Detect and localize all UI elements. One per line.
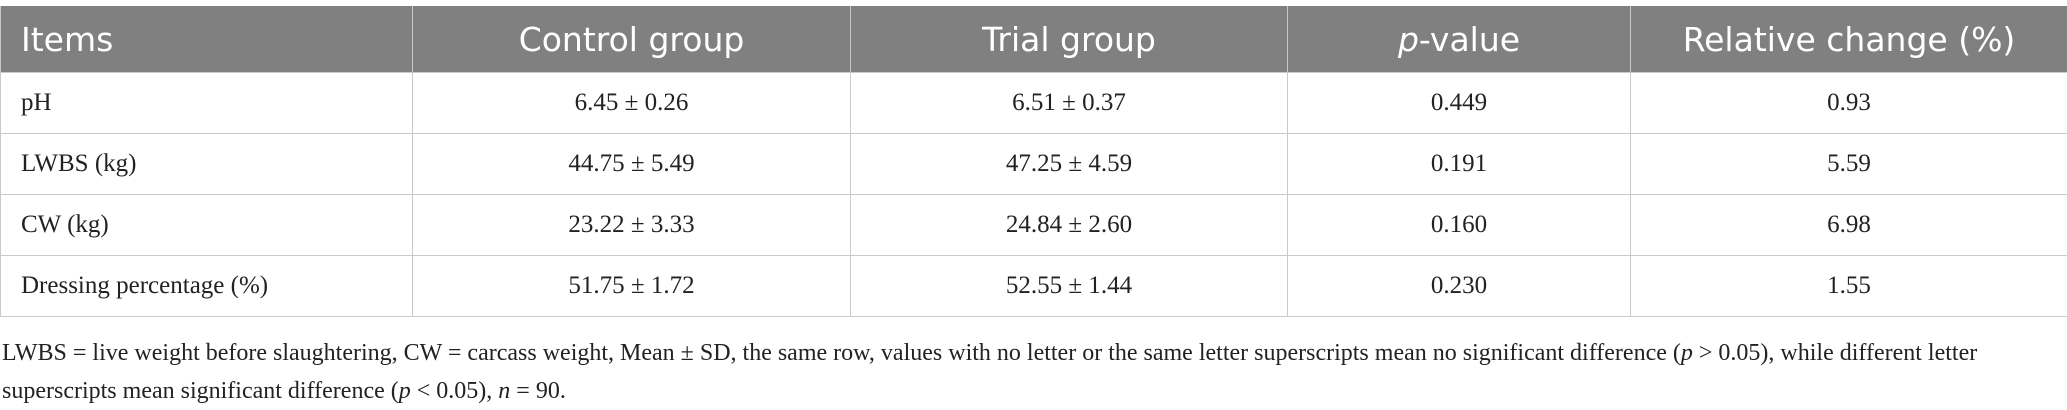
footnote-part: n	[498, 378, 510, 404]
cell: 24.84 ± 2.60	[851, 195, 1288, 256]
column-header: Relative change (%)	[1631, 6, 2067, 73]
column-header: Control group	[413, 6, 851, 73]
cell: 6.51 ± 0.37	[851, 73, 1288, 134]
cell: 51.75 ± 1.72	[413, 256, 851, 317]
cell: 6.45 ± 0.26	[413, 73, 851, 134]
row-label: pH	[1, 73, 413, 134]
cell: 44.75 ± 5.49	[413, 134, 851, 195]
footnote-part: p	[1681, 340, 1693, 366]
column-header: p-value	[1288, 6, 1631, 73]
footnote: LWBS = live weight before slaughtering, …	[2, 334, 2052, 410]
row-label: Dressing percentage (%)	[1, 256, 413, 317]
footnote-part: < 0.05),	[411, 378, 499, 404]
cell: 0.93	[1631, 73, 2067, 134]
column-header: Items	[1, 6, 413, 73]
header-part: -value	[1419, 20, 1520, 59]
column-header: Trial group	[851, 6, 1288, 73]
cell: 1.55	[1631, 256, 2067, 317]
row-label: LWBS (kg)	[1, 134, 413, 195]
cell: 0.230	[1288, 256, 1631, 317]
cell: 0.160	[1288, 195, 1631, 256]
cell: 6.98	[1631, 195, 2067, 256]
cell: 5.59	[1631, 134, 2067, 195]
footnote-part: = 90.	[510, 378, 566, 404]
cell: 23.22 ± 3.33	[413, 195, 851, 256]
footnote-part: LWBS = live weight before slaughtering, …	[2, 340, 1681, 366]
footnote-part: p	[399, 378, 411, 404]
cell: 0.191	[1288, 134, 1631, 195]
cell: 47.25 ± 4.59	[851, 134, 1288, 195]
row-label: CW (kg)	[1, 195, 413, 256]
cell: 0.449	[1288, 73, 1631, 134]
header-part: p	[1398, 20, 1419, 59]
cell: 52.55 ± 1.44	[851, 256, 1288, 317]
